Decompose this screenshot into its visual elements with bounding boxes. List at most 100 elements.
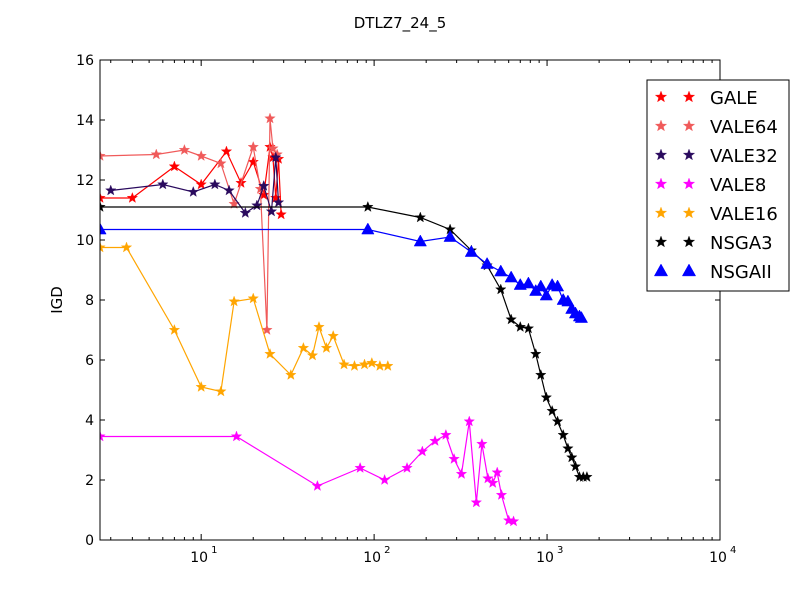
y-tick-label: 2: [85, 473, 94, 489]
series-line-vale64: [100, 118, 278, 331]
data-point-nsga3: [551, 415, 564, 427]
legend-item-vale8: VALE8: [654, 175, 766, 196]
x-tick-exponent: 1: [211, 545, 217, 556]
data-point-vale8: [491, 466, 503, 478]
legend-marker-vale16: [682, 206, 696, 219]
series-line-nsga3: [100, 206, 587, 478]
data-point-vale16: [338, 358, 350, 370]
data-point-nsgaii: [504, 270, 518, 283]
data-point-vale32: [270, 151, 282, 163]
data-point-nsga3: [557, 429, 569, 440]
data-point-nsgaii: [464, 244, 478, 257]
legend-label-nsgaii: NSGAII: [710, 262, 772, 283]
data-point-gale: [220, 145, 233, 157]
data-point-nsga3: [362, 201, 374, 212]
data-point-vale32: [105, 184, 117, 196]
data-point-vale32: [265, 205, 278, 217]
data-point-vale16: [120, 241, 133, 253]
data-point-vale32: [239, 207, 251, 218]
data-point-vale16: [358, 358, 371, 370]
data-point-vale16: [320, 342, 333, 353]
legend-item-vale16: VALE16: [654, 204, 778, 225]
series-layer: [100, 112, 593, 527]
data-point-nsga3: [546, 405, 558, 416]
x-tick-label: 10: [363, 550, 381, 566]
data-point-vale32: [272, 196, 285, 208]
legend-marker-vale32: [654, 148, 668, 161]
data-point-vale16: [168, 324, 181, 335]
data-point-vale16: [264, 348, 276, 359]
data-point-gale: [168, 160, 181, 172]
legend-item-vale32: VALE32: [654, 146, 778, 167]
data-point-vale8: [401, 462, 413, 473]
legend-item-nsga3: NSGA3: [654, 233, 773, 254]
legend-marker-vale64: [654, 119, 668, 132]
data-point-vale64: [261, 324, 273, 335]
legend-marker-nsga3: [682, 235, 696, 248]
data-point-vale8: [463, 415, 475, 427]
data-point-vale8: [416, 445, 428, 457]
data-point-nsgaii: [443, 229, 457, 242]
data-point-vale16: [382, 360, 394, 371]
series-nsgaii: [100, 222, 589, 323]
legend-marker-vale32: [682, 148, 696, 161]
legend-item-vale64: VALE64: [654, 117, 778, 138]
legend-label-vale32: VALE32: [710, 146, 778, 167]
y-tick-label: 6: [85, 353, 94, 369]
data-point-nsgaii: [413, 234, 427, 247]
y-axis-label: IGD: [48, 286, 66, 314]
x-tick-exponent: 3: [557, 545, 563, 556]
data-point-vale8: [470, 496, 482, 508]
x-tick-label: 10: [190, 550, 208, 566]
y-tick-label: 0: [85, 533, 94, 549]
data-point-nsga3: [495, 283, 507, 295]
data-point-nsgaii: [361, 222, 375, 235]
legend-label-nsga3: NSGA3: [710, 233, 773, 254]
data-point-gale: [195, 178, 207, 190]
data-point-vale16: [306, 349, 319, 361]
data-point-vale64: [215, 157, 227, 169]
data-point-nsgaii: [550, 279, 565, 292]
data-point-vale64: [267, 142, 279, 154]
plot-area: [100, 112, 593, 527]
legend-marker-vale16: [654, 206, 668, 219]
data-point-vale8: [440, 429, 452, 440]
data-point-nsga3: [535, 369, 547, 380]
data-point-vale64: [247, 141, 259, 152]
legend-label-vale64: VALE64: [710, 117, 778, 138]
data-point-vale8: [311, 480, 324, 491]
data-point-nsgaii: [574, 310, 589, 323]
y-tick-label: 14: [76, 113, 94, 129]
data-point-vale8: [378, 474, 391, 485]
data-point-nsga3: [100, 201, 106, 212]
data-point-nsgaii: [480, 256, 494, 269]
y-tick-label: 12: [76, 173, 94, 189]
data-point-nsga3: [522, 322, 535, 334]
data-point-gale: [270, 192, 282, 203]
legend-marker-vale64: [682, 119, 696, 132]
data-point-vale8: [100, 430, 106, 442]
data-point-vale16: [228, 295, 240, 307]
data-point-nsga3: [569, 460, 582, 472]
y-tick-label: 16: [76, 53, 94, 69]
legend-marker-gale: [682, 90, 696, 103]
data-point-vale8: [495, 489, 508, 500]
data-point-vale16: [348, 360, 361, 371]
data-point-vale16: [297, 342, 310, 353]
series-vale32: [105, 151, 285, 218]
data-point-vale8: [507, 515, 520, 527]
data-point-vale64: [264, 112, 276, 124]
legend-label-gale: GALE: [710, 88, 758, 109]
data-point-vale8: [455, 468, 468, 479]
data-point-gale: [258, 189, 270, 200]
x-tick-label: 10: [536, 550, 554, 566]
data-point-nsgaii: [534, 279, 548, 292]
data-point-nsgaii: [521, 276, 535, 289]
x-tick-label: 10: [709, 550, 727, 566]
data-point-vale32: [157, 178, 169, 190]
data-point-vale16: [366, 357, 378, 368]
series-vale8: [100, 415, 520, 527]
data-point-nsga3: [540, 391, 552, 403]
